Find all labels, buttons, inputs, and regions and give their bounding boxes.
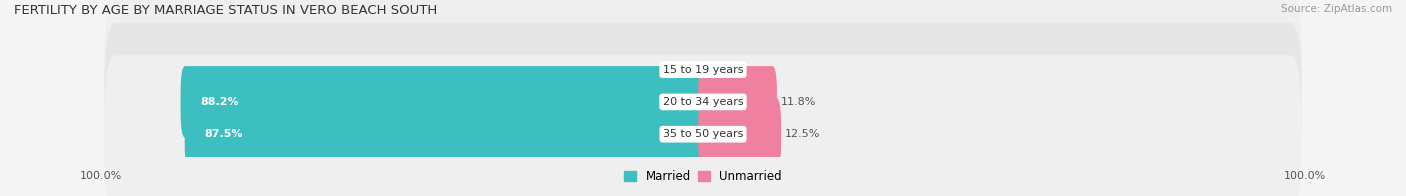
FancyBboxPatch shape bbox=[104, 55, 1302, 196]
FancyBboxPatch shape bbox=[104, 0, 1302, 149]
Text: 0.0%: 0.0% bbox=[664, 65, 692, 75]
Text: 100.0%: 100.0% bbox=[1284, 171, 1326, 181]
FancyBboxPatch shape bbox=[699, 98, 782, 170]
Text: 15 to 19 years: 15 to 19 years bbox=[662, 65, 744, 75]
Text: 88.2%: 88.2% bbox=[200, 97, 239, 107]
Text: 12.5%: 12.5% bbox=[785, 129, 821, 139]
FancyBboxPatch shape bbox=[699, 66, 778, 138]
FancyBboxPatch shape bbox=[104, 23, 1302, 181]
Text: 0.0%: 0.0% bbox=[714, 65, 742, 75]
Text: FERTILITY BY AGE BY MARRIAGE STATUS IN VERO BEACH SOUTH: FERTILITY BY AGE BY MARRIAGE STATUS IN V… bbox=[14, 4, 437, 17]
Text: 100.0%: 100.0% bbox=[80, 171, 122, 181]
FancyBboxPatch shape bbox=[180, 66, 707, 138]
Text: 35 to 50 years: 35 to 50 years bbox=[662, 129, 744, 139]
Text: 20 to 34 years: 20 to 34 years bbox=[662, 97, 744, 107]
Text: 11.8%: 11.8% bbox=[782, 97, 817, 107]
FancyBboxPatch shape bbox=[184, 98, 707, 170]
Legend: Married, Unmarried: Married, Unmarried bbox=[620, 166, 786, 188]
Text: 87.5%: 87.5% bbox=[204, 129, 243, 139]
Text: Source: ZipAtlas.com: Source: ZipAtlas.com bbox=[1281, 4, 1392, 14]
